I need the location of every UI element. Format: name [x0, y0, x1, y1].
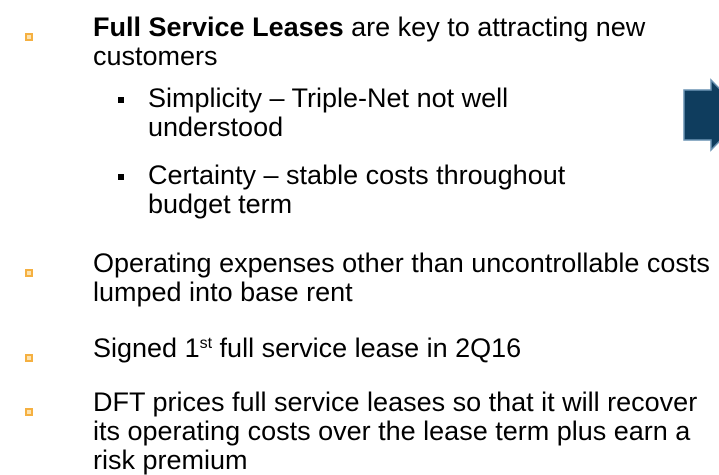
text: full service lease in 2Q16: [212, 333, 522, 363]
superscript: st: [199, 335, 213, 352]
arrow: [683, 78, 719, 152]
bullet-icon: [25, 354, 33, 362]
bullet-icon: [25, 33, 33, 41]
bullet-icon: [25, 408, 33, 416]
sub-bullet-text: Certainty – stable costs throughout budg…: [148, 160, 566, 219]
sub-bullet: [118, 174, 124, 180]
bullet: Full Service Leases are key to attractin…: [93, 13, 715, 71]
sub-bullet: [118, 97, 124, 103]
sub-bullet-text: Simplicity – Triple-Net not well underst…: [148, 83, 509, 142]
text: Signed 1: [93, 333, 200, 363]
bullet: DFT prices full service leases so that i…: [93, 387, 698, 475]
bullet-icons: [25, 33, 33, 416]
bullet: Signed 1st full service lease in 2Q16: [93, 334, 715, 363]
bullet: Operating expenses other than uncontroll…: [93, 248, 710, 307]
text: are key to attracting new customers: [93, 12, 646, 71]
bullet-icon: [25, 269, 33, 277]
bold-text: Full Service Leases: [93, 12, 344, 42]
